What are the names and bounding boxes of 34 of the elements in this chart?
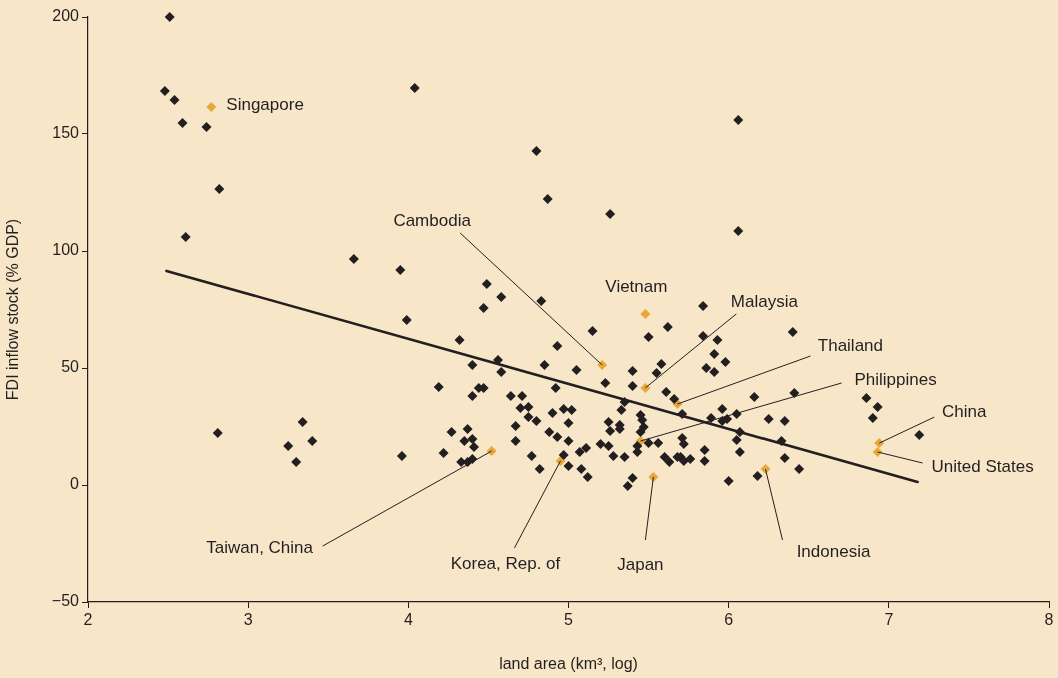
x-tick-label: 7 xyxy=(884,611,894,629)
point xyxy=(872,447,883,458)
annotation: Thailand xyxy=(817,335,884,355)
point xyxy=(640,382,651,393)
x-tick-label: 2 xyxy=(83,611,93,629)
annotation: Korea, Rep. of xyxy=(450,553,561,573)
annotation: Cambodia xyxy=(393,210,472,230)
annotation: Japan xyxy=(617,554,664,574)
annotation: Indonesia xyxy=(796,541,871,561)
y-tick-label: 200 xyxy=(52,7,80,25)
x-tick-label: 4 xyxy=(403,611,413,629)
point xyxy=(486,446,497,457)
annotation: Philippines xyxy=(854,369,937,389)
annotation: Singapore xyxy=(226,94,304,114)
y-tick-label: 50 xyxy=(61,358,80,376)
annotation: Malaysia xyxy=(730,291,799,311)
x-axis-title: land area (km³, log) xyxy=(499,654,638,672)
y-axis-title: FDI inflow stock (% GDP) xyxy=(4,218,22,401)
point xyxy=(760,464,771,475)
x-tick-label: 3 xyxy=(243,611,253,629)
y-tick-label: 150 xyxy=(52,124,80,142)
x-tick-label: 8 xyxy=(1044,611,1054,629)
annotation: Vietnam xyxy=(605,276,668,296)
point xyxy=(597,359,608,370)
y-tick-label: −50 xyxy=(51,592,80,610)
y-tick-label: 0 xyxy=(70,475,80,493)
y-tick-label: 100 xyxy=(52,241,80,259)
point xyxy=(640,308,651,319)
x-tick-label: 6 xyxy=(724,611,734,629)
annotation: China xyxy=(942,401,987,421)
point xyxy=(206,102,217,113)
annotation: United States xyxy=(931,456,1034,476)
x-tick-label: 5 xyxy=(564,611,574,629)
annotation: Taiwan, China xyxy=(206,537,314,557)
